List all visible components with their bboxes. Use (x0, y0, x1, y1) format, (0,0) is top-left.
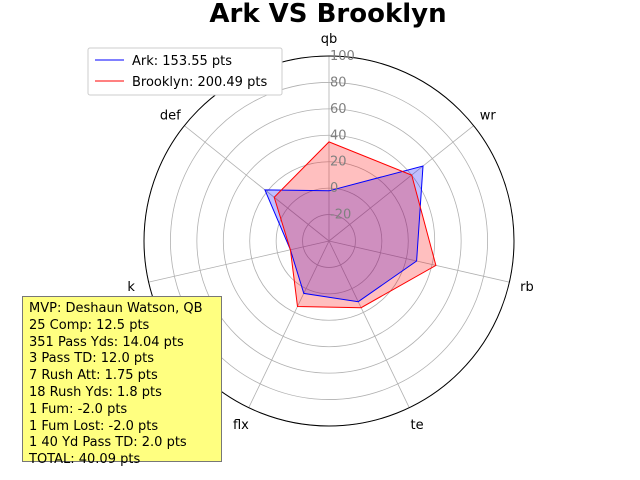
spoke-line (148, 240, 330, 283)
mvp-line: TOTAL: 40.09 pts (29, 452, 141, 468)
series-line-brooklyn (273, 141, 437, 309)
axis-label-te: te (411, 418, 424, 433)
legend-frame (87, 47, 283, 96)
series-area-ark (264, 166, 423, 302)
mvp-line: 7 Rush Att: 1.75 pts (29, 368, 158, 384)
mvp-line: 25 Comp: 12.5 pts (29, 317, 150, 333)
grid-ring (196, 108, 462, 374)
spoke-line (328, 240, 510, 283)
mvp-line: 1 40 Yd Pass TD: 2.0 pts (29, 435, 187, 451)
r-tick-label: 80 (330, 75, 347, 90)
r-tick-label: 0 (330, 181, 338, 196)
spoke-line (328, 125, 474, 242)
series-line-ark (264, 165, 424, 303)
legend-label-brooklyn: Brooklyn: 200.49 pts (132, 75, 267, 90)
radar-series (264, 141, 437, 309)
axis-label-def: def (160, 108, 181, 123)
axis-label-wr: wr (480, 108, 497, 123)
grid-ring (275, 187, 383, 295)
grid-ring (302, 214, 356, 268)
outer-frame (143, 55, 515, 427)
chart-title: Ark VS Brooklyn (209, 0, 446, 29)
spoke-line (248, 240, 330, 408)
mvp-line: 351 Pass Yds: 14.04 pts (29, 334, 184, 350)
radar-grid (143, 55, 515, 427)
grid-ring (222, 134, 436, 348)
r-tick-label: 100 (330, 49, 355, 64)
mvp-line: 1 Fum Lost: -2.0 pts (29, 418, 159, 434)
mvp-box: MVP: Deshaun Watson, QB 25 Comp: 12.5 pt… (22, 296, 222, 467)
axis-label-rb: rb (520, 280, 534, 295)
radar-labels: -20 0 20 40 60 80 100 qb wr rb te flx k def (127, 32, 533, 433)
r-tick-label: 20 (330, 155, 347, 170)
legend: Ark: 153.55 pts Brooklyn: 200.49 pts (87, 47, 283, 96)
legend-label-ark: Ark: 153.55 pts (132, 54, 232, 69)
axis-label-flx: flx (233, 418, 249, 433)
mvp-line: MVP: Deshaun Watson, QB (29, 301, 203, 316)
mvp-line: 3 Pass TD: 12.0 pts (29, 351, 154, 367)
r-tick-label: 60 (330, 102, 347, 117)
spoke-line (328, 240, 410, 408)
r-tick-label: -20 (330, 208, 351, 223)
axis-label-qb: qb (321, 32, 338, 47)
grid-ring (249, 161, 409, 321)
grid-ring (170, 82, 488, 400)
series-area-brooklyn (274, 141, 436, 308)
mvp-line: 1 Fum: -2.0 pts (29, 401, 128, 417)
r-tick-label: 40 (330, 128, 347, 143)
mvp-line: 18 Rush Yds: 1.8 pts (29, 384, 162, 400)
spoke-line (184, 125, 330, 242)
axis-label-k: k (127, 280, 135, 295)
